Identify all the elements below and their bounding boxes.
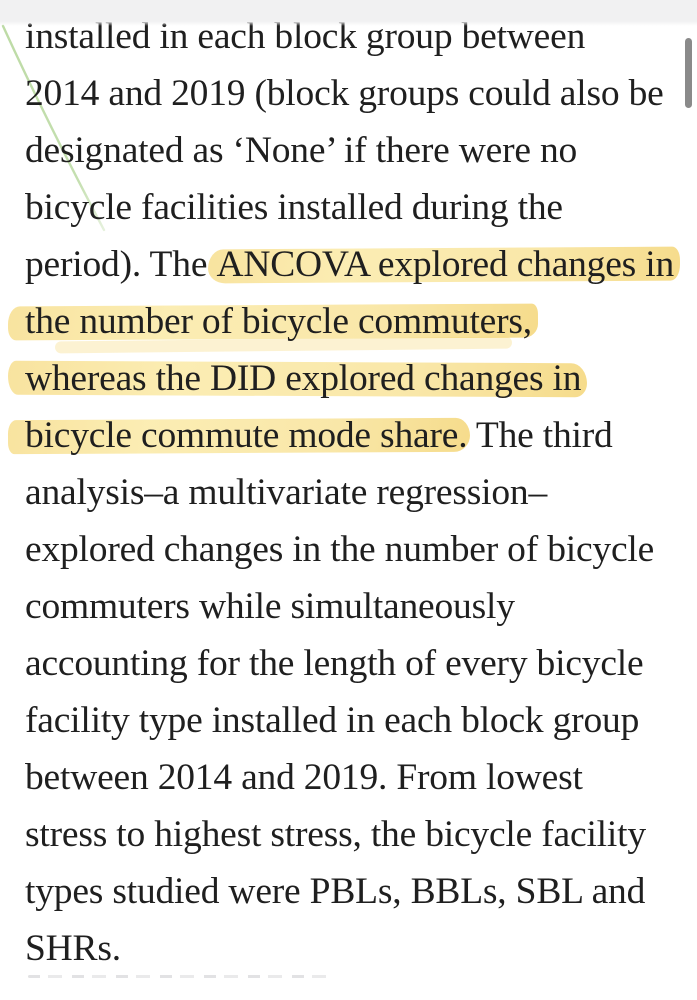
- text-segment: explored changes in the number of bicycl…: [25, 529, 655, 570]
- text-segment: facility type installed in each block gr…: [25, 700, 640, 741]
- article-text: installed in each block group between 201…: [25, 8, 675, 977]
- text-segment: SHRs.: [25, 928, 121, 969]
- text-line: 2014 and 2019 (block groups could also b…: [25, 65, 673, 122]
- text-segment: bicycle facilities installed during the: [25, 187, 563, 228]
- text-line: explored changes in the number of bicycl…: [25, 521, 673, 578]
- text-segment: accounting for the length of every bicyc…: [25, 643, 644, 684]
- text-line: whereas the DID explored changes in: [25, 350, 673, 407]
- text-segment: analysis–a multivariate regression–: [25, 472, 548, 513]
- text-line: commuters while simultaneously: [25, 578, 673, 635]
- text-segment: between 2014 and 2019. From lowest: [25, 757, 583, 798]
- text-line: stress to highest stress, the bicycle fa…: [25, 806, 673, 863]
- text-line: the number of bicycle commuters,: [25, 293, 673, 350]
- top-status-strip: [0, 0, 697, 26]
- text-line: designated as ‘None’ if there were no: [25, 122, 673, 179]
- highlighted-text: bicycle commute mode share: [25, 415, 459, 456]
- text-segment: types studied were PBLs, BBLs, SBL and: [25, 871, 646, 912]
- text-line: types studied were PBLs, BBLs, SBL and: [25, 863, 673, 920]
- text-line: bicycle facilities installed during the: [25, 179, 673, 236]
- text-segment: period). The: [25, 244, 217, 285]
- scrollbar-thumb[interactable]: [685, 38, 692, 108]
- highlighted-text: the number of bicycle commuters,: [25, 301, 532, 342]
- text-line: period). The ANCOVA explored changes in: [25, 236, 675, 293]
- text-segment: commuters while simultaneously: [25, 586, 515, 627]
- text-line: between 2014 and 2019. From lowest: [25, 749, 673, 806]
- text-segment: 2014 and 2019 (block groups could also b…: [25, 73, 664, 114]
- text-line: analysis–a multivariate regression–: [25, 464, 673, 521]
- clipped-next-line-text: [28, 975, 333, 978]
- highlighted-text: ANCOVA explored changes in: [216, 244, 675, 285]
- text-line: facility type installed in each block gr…: [25, 692, 673, 749]
- text-line: SHRs.: [25, 920, 673, 977]
- text-line: bicycle commute mode share. The third: [25, 407, 673, 464]
- text-segment: designated as ‘None’ if there were no: [25, 130, 578, 171]
- text-segment: . The third: [458, 415, 613, 456]
- text-line: accounting for the length of every bicyc…: [25, 635, 673, 692]
- text-segment: stress to highest stress, the bicycle fa…: [25, 814, 646, 855]
- highlighted-text: whereas the DID explored changes in: [25, 358, 582, 399]
